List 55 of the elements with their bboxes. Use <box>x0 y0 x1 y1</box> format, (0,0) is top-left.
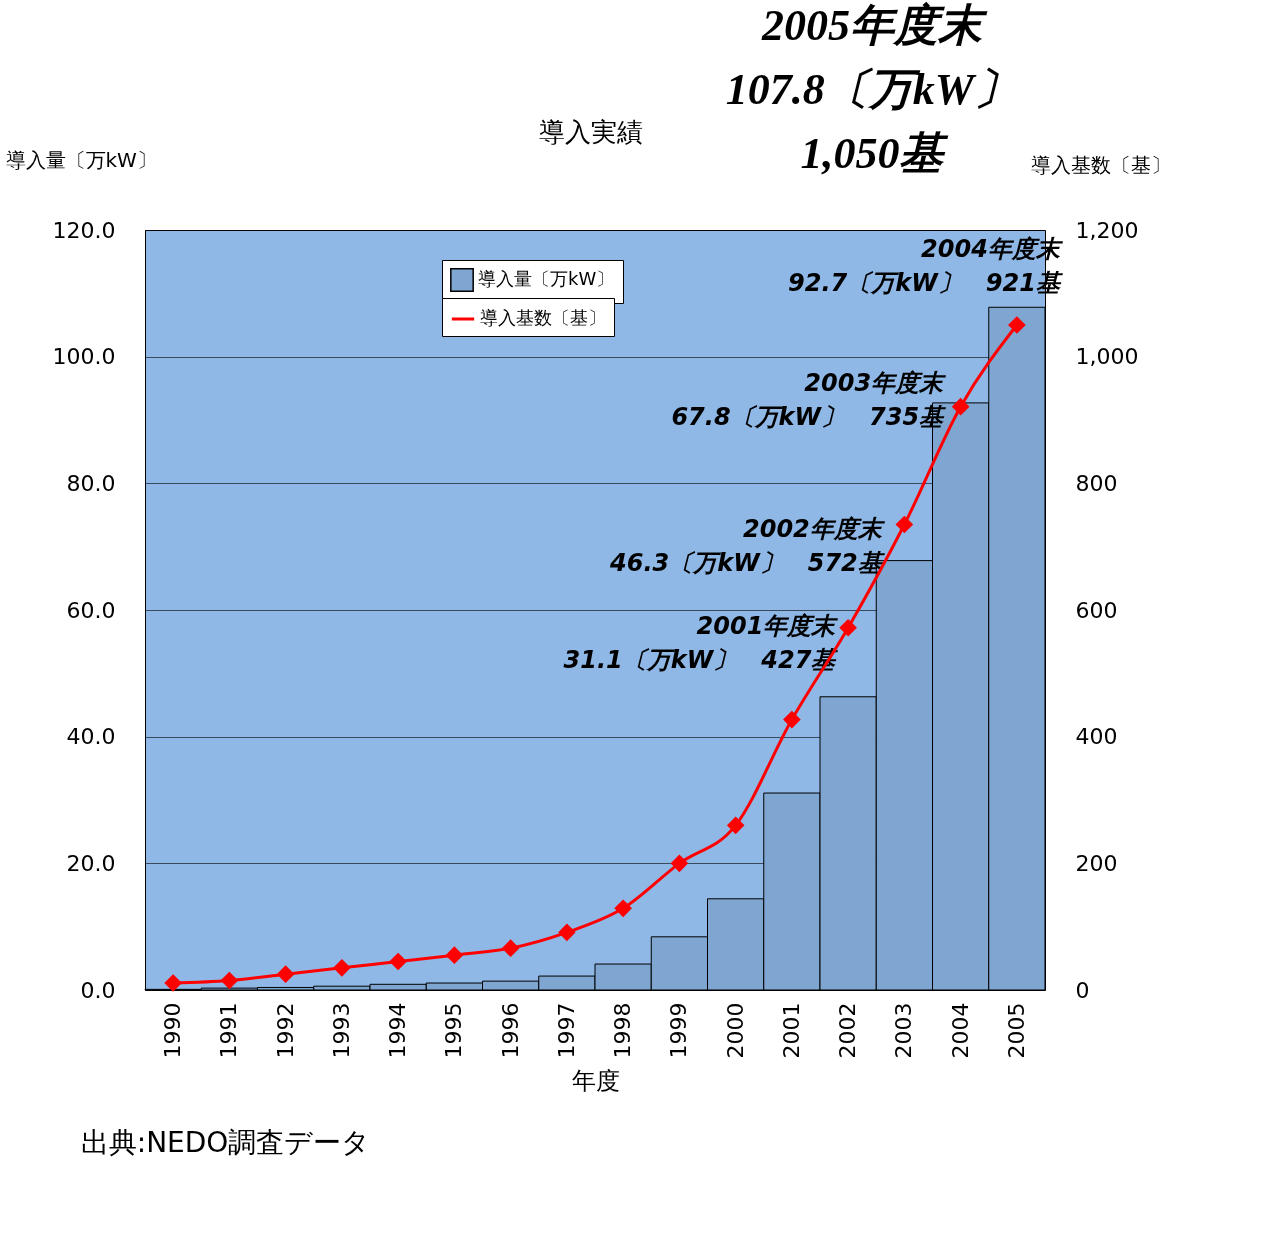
point <box>502 939 520 957</box>
point <box>277 965 295 983</box>
y2-tick-label: 0 <box>1075 977 1090 1003</box>
point <box>220 972 238 989</box>
x-tick-label: 1997 <box>553 1002 579 1059</box>
x-tick-label: 2000 <box>722 1002 748 1059</box>
y2-tick-label: 400 <box>1075 724 1118 750</box>
point <box>727 816 745 834</box>
source-note: 出典:NEDO調査データ <box>80 1126 371 1159</box>
x-tick-label: 1992 <box>272 1002 298 1059</box>
y-axis-title: 導入量〔万kW〕 <box>5 147 157 172</box>
point <box>783 711 801 728</box>
y2-tick-label: 1,000 <box>1075 344 1139 370</box>
x-tick-label: 1994 <box>385 1002 411 1059</box>
y-tick-label: 20.0 <box>66 850 116 876</box>
x-tick-label: 2004 <box>947 1002 973 1059</box>
legend-label: 導入量〔万kW〕 <box>478 268 615 289</box>
y-tick-label: 100.0 <box>52 344 116 370</box>
x-tick-label: 2002 <box>835 1002 861 1059</box>
point <box>1008 316 1026 334</box>
point <box>389 953 407 970</box>
y2-tick-label: 1,200 <box>1075 217 1139 243</box>
y-tick-label: 0.0 <box>80 977 116 1003</box>
y2-tick-label: 200 <box>1075 850 1118 876</box>
y2-axis-title: 導入基数〔基〕 <box>1030 152 1171 177</box>
y-tick-label: 40.0 <box>66 724 116 750</box>
point <box>839 619 857 637</box>
x-axis-title: 年度 <box>571 1067 620 1096</box>
x-tick-label: 1995 <box>441 1002 467 1059</box>
y-tick-label: 60.0 <box>66 597 116 623</box>
point <box>333 959 351 977</box>
chart-title: 導入実績 <box>538 117 643 147</box>
x-tick-label: 1998 <box>610 1002 636 1059</box>
x-tick-label: 1990 <box>160 1002 186 1059</box>
legend-label: 導入基数〔基〕 <box>480 307 606 328</box>
x-tick-label: 2003 <box>891 1002 917 1059</box>
x-tick-label: 1991 <box>216 1002 242 1059</box>
point <box>614 899 632 917</box>
text: 2005年度末 107.8〔万kW〕 1,050基 <box>725 1 1018 178</box>
point <box>895 516 913 533</box>
point <box>445 946 463 964</box>
y-tick-label: 80.0 <box>66 470 116 496</box>
point <box>558 923 576 941</box>
point <box>670 854 688 872</box>
y-tick-label: 120.0 <box>52 217 116 243</box>
x-tick-label: 1996 <box>497 1002 523 1059</box>
x-tick-label: 1999 <box>666 1002 692 1059</box>
annotation: 2002年度末 46.3〔万kW〕 572基 <box>609 515 886 578</box>
y2-tick-label: 600 <box>1075 597 1118 623</box>
x-tick-label: 1993 <box>328 1002 354 1059</box>
point <box>164 974 182 992</box>
x-tick-label: 2005 <box>1003 1002 1029 1059</box>
x-tick-label: 2001 <box>778 1002 804 1059</box>
point <box>952 398 970 416</box>
y2-tick-label: 800 <box>1075 470 1118 496</box>
